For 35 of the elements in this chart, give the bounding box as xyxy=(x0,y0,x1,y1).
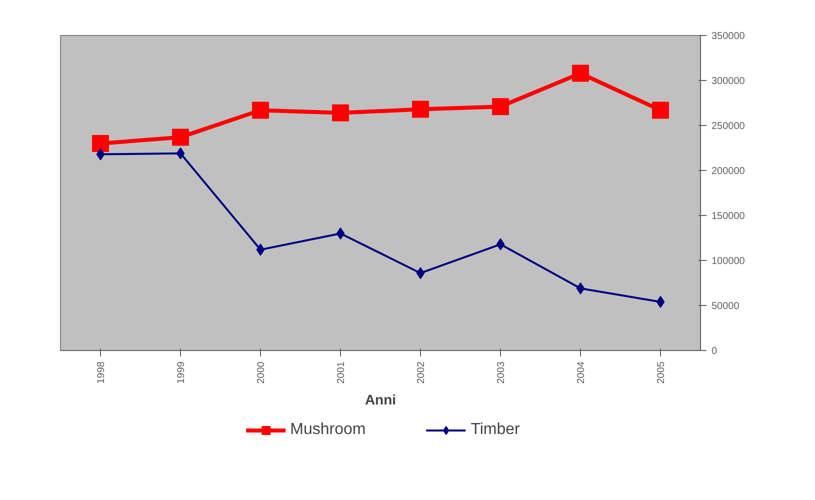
point xyxy=(336,228,345,240)
point xyxy=(576,282,585,294)
y-tick-label: 0 xyxy=(712,346,718,357)
point xyxy=(652,102,669,119)
point xyxy=(252,102,269,119)
point xyxy=(92,135,109,152)
x-tick-label: 2003 xyxy=(496,361,507,384)
x-tick-label: 2005 xyxy=(656,361,667,384)
point xyxy=(656,296,665,308)
x-tick-label: 2001 xyxy=(336,361,347,384)
y-tick-label: 150000 xyxy=(712,211,746,222)
point xyxy=(496,238,505,250)
point xyxy=(256,244,265,256)
point xyxy=(172,128,189,146)
x-tick-label: 1999 xyxy=(176,361,187,384)
point xyxy=(332,104,349,122)
x-tick-label: 2000 xyxy=(256,361,267,384)
point xyxy=(492,98,509,116)
legend-label: Mushroom xyxy=(290,421,366,439)
x-tick-label: 2002 xyxy=(416,361,427,384)
point xyxy=(96,148,105,160)
x-axis-title: Anni xyxy=(364,392,396,408)
point xyxy=(412,100,429,118)
point xyxy=(176,147,185,160)
x-tick-label: 2004 xyxy=(576,361,587,384)
point xyxy=(416,267,425,280)
y-tick-label: 100000 xyxy=(712,256,746,267)
y-tick-label: 200000 xyxy=(712,166,746,177)
y-tick-label: 350000 xyxy=(712,31,746,42)
x-tick-label: 1998 xyxy=(96,361,107,384)
y-tick-label: 50000 xyxy=(712,301,740,312)
y-tick-label: 300000 xyxy=(712,76,746,87)
point xyxy=(572,64,589,82)
y-tick-label: 250000 xyxy=(712,121,746,132)
legend-label: Timber xyxy=(470,421,520,439)
